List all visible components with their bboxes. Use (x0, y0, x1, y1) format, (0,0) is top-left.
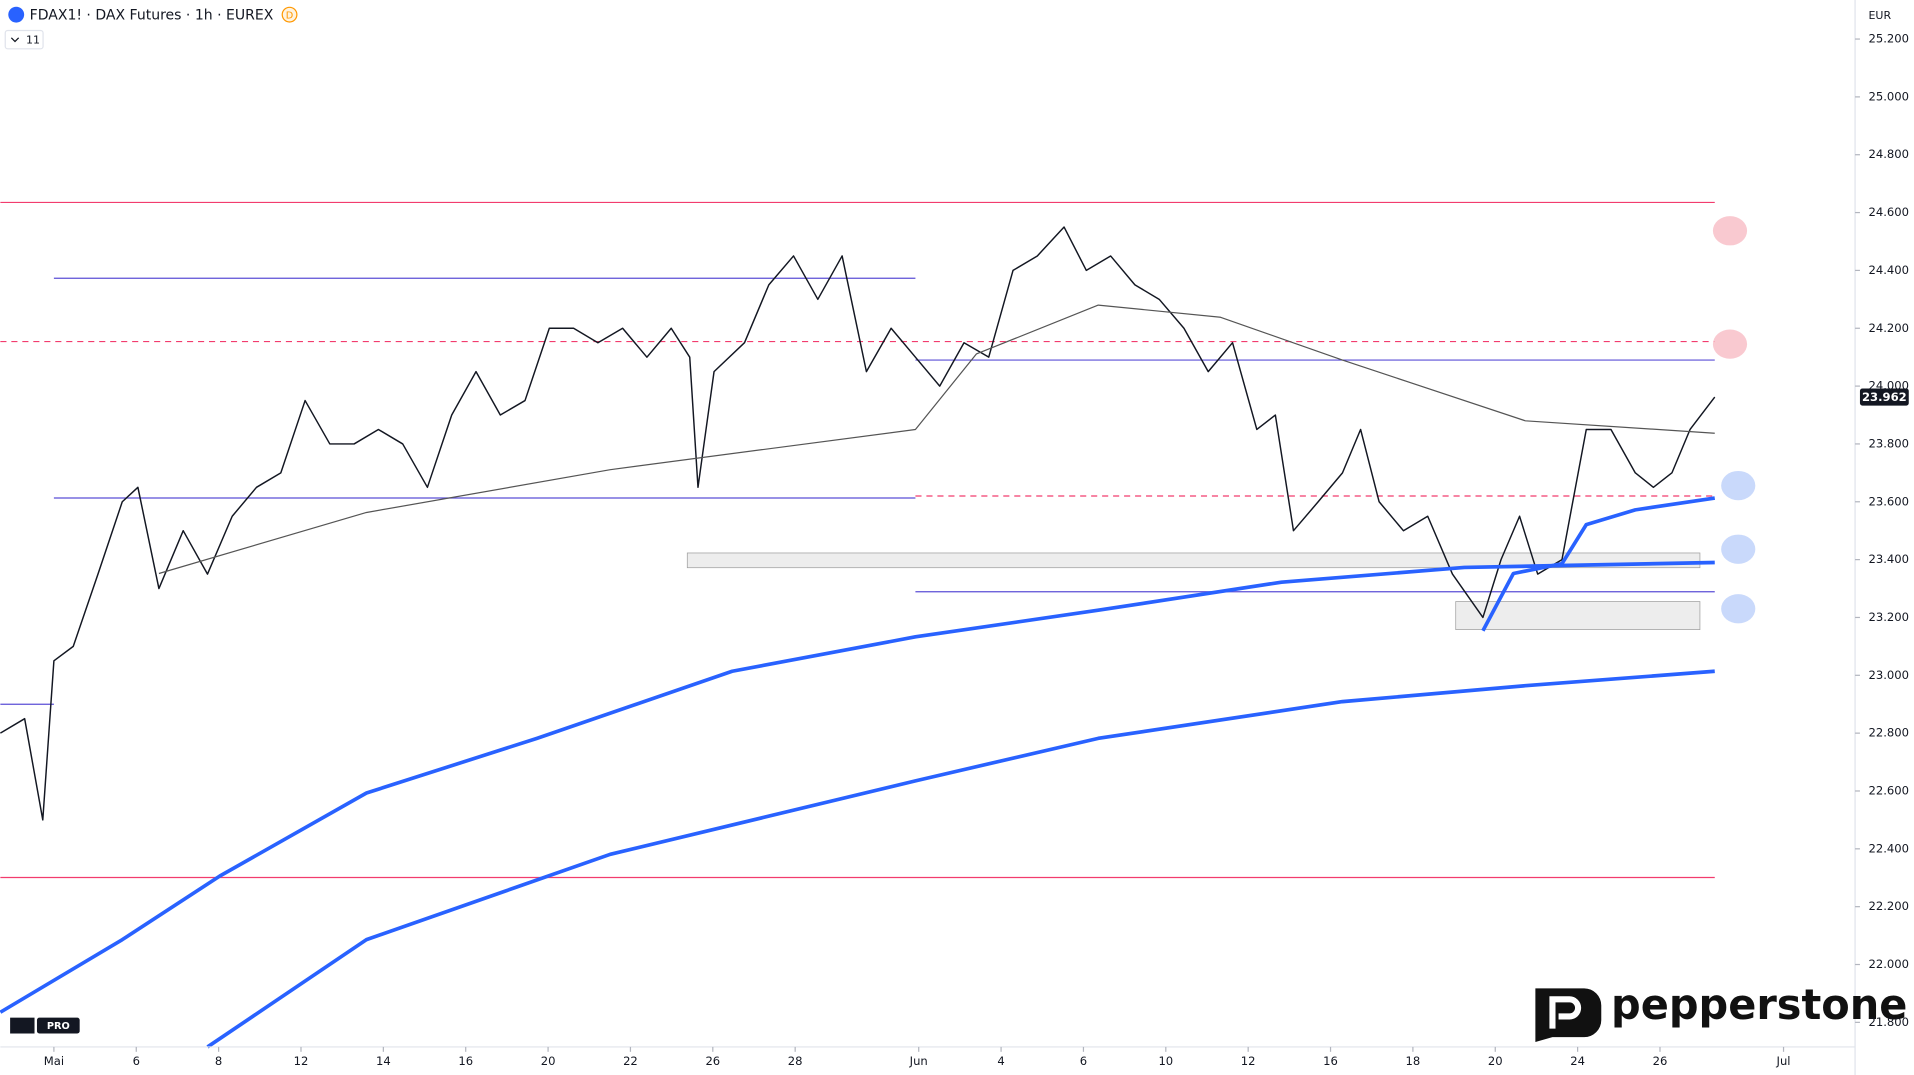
data-badge-bg (281, 6, 298, 23)
marker (1712, 216, 1748, 246)
x-tick-label: 6 (1080, 1054, 1087, 1068)
series-line (158, 304, 1715, 575)
chevron-icon (10, 37, 20, 43)
y-tick-label: 21.800 (1868, 1015, 1909, 1029)
x-tick-label: 18 (1406, 1054, 1421, 1068)
x-tick-label: 16 (1323, 1054, 1338, 1068)
tv-badge-bg (36, 1017, 80, 1034)
x-tick-label: 12 (294, 1054, 309, 1068)
x-tick-label: 26 (705, 1054, 720, 1068)
x-tick-label: 10 (1158, 1054, 1173, 1068)
brand-name: pepperstone (1611, 980, 1907, 1029)
y-tick-label: 24.400 (1868, 263, 1909, 277)
x-tick-label: Jul (1776, 1054, 1791, 1068)
indicators-toggle[interactable] (4, 29, 44, 50)
x-tick-label: 14 (376, 1054, 391, 1068)
currency[interactable]: EUR (1868, 9, 1891, 22)
y-tick-label: 25.200 (1868, 32, 1909, 46)
x-tick-label: 16 (458, 1054, 473, 1068)
y-tick-label: 22.200 (1868, 899, 1909, 913)
plot-area (0, 201, 1756, 1049)
x-tick-label: 12 (1241, 1054, 1256, 1068)
brand-icon-p (1549, 996, 1582, 1029)
x-tick-label: Mai (44, 1054, 64, 1068)
y-tick-label: 24.800 (1868, 147, 1909, 161)
y-tick-label: 23.400 (1868, 552, 1909, 566)
indicators-count[interactable]: 11 (26, 33, 40, 46)
y-tick-label: 23.000 (1868, 668, 1909, 682)
x-tick-label: Jun (909, 1054, 928, 1068)
y-tick-label: 23.800 (1868, 436, 1909, 450)
y-tick-label: 22.800 (1868, 726, 1909, 740)
y-tick-label: 23.600 (1868, 494, 1909, 508)
tv-logo (10, 1017, 35, 1034)
symbol-title[interactable]: FDAX1! · DAX Futures · 1h · EUREX (30, 7, 274, 23)
last-price-label: 23.962 (1862, 390, 1907, 404)
tv-badge: PRO (47, 1021, 70, 1032)
x-tick-label: 22 (623, 1054, 638, 1068)
y-tick-label: 23.200 (1868, 610, 1909, 624)
zone (686, 552, 1701, 569)
x-tick-label: 24 (1570, 1054, 1585, 1068)
x-tick-label: 6 (133, 1054, 140, 1068)
y-tick-label: 22.000 (1868, 957, 1909, 971)
y-tick-label: 22.600 (1868, 783, 1909, 797)
marker (1721, 470, 1756, 501)
data-badge: D (286, 10, 294, 21)
marker (1721, 534, 1756, 564)
x-tick-label: 8 (215, 1054, 222, 1068)
series-line (0, 226, 1716, 821)
last-price-bg (1859, 388, 1909, 406)
y-tick-label: 24.200 (1868, 321, 1909, 335)
series-line (1481, 496, 1716, 632)
x-tick-label: 20 (541, 1054, 556, 1068)
x-tick-label: 26 (1653, 1054, 1668, 1068)
marker (1712, 329, 1748, 359)
y-tick-label: 25.000 (1868, 89, 1909, 103)
y-tick-label: 24.600 (1868, 205, 1909, 219)
symbol-icon[interactable] (8, 6, 25, 23)
x-tick-label: 4 (997, 1054, 1004, 1068)
series-line (206, 669, 1715, 1049)
x-tick-label: 20 (1488, 1054, 1503, 1068)
x-tick-label: 28 (788, 1054, 803, 1068)
series-line (0, 560, 1715, 1014)
marker (1721, 594, 1756, 624)
y-tick-label: 22.400 (1868, 841, 1909, 855)
